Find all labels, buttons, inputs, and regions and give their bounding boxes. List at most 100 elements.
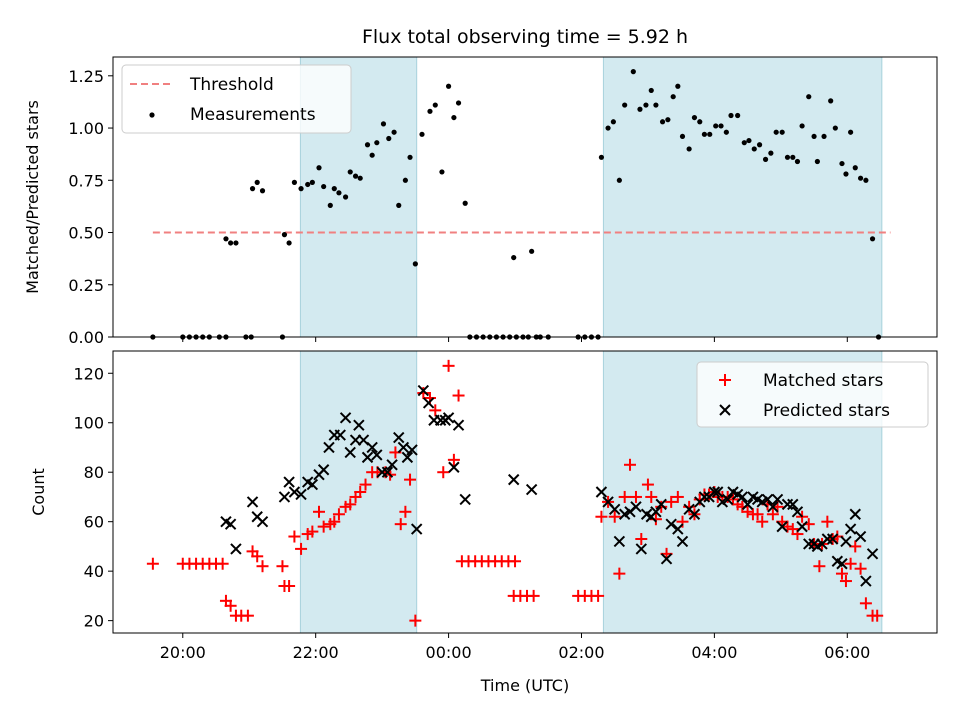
- measurement-point: [316, 165, 322, 171]
- observing-window: [602, 56, 883, 338]
- legend-predicted-label: Predicted stars: [763, 401, 890, 421]
- predicted-star-point: [278, 491, 291, 503]
- predicted-star-point: [672, 523, 684, 535]
- predicted-star-point: [660, 553, 673, 565]
- measurement-point: [419, 131, 425, 137]
- matched-star-point: [509, 555, 522, 568]
- measurement-point: [821, 133, 827, 140]
- matched-star-point: [813, 560, 826, 573]
- matched-star-point: [276, 560, 289, 573]
- predicted-star-point: [230, 543, 242, 555]
- measurement-point: [848, 129, 854, 135]
- predicted-star-point: [796, 520, 808, 533]
- measurement-point: [828, 98, 834, 104]
- measurement-point: [622, 102, 628, 108]
- matched-star-point: [146, 557, 159, 570]
- matched-star-point: [756, 515, 769, 528]
- measurement-point: [653, 102, 659, 108]
- predicted-star-point: [295, 488, 307, 501]
- predicted-star-point: [650, 506, 662, 518]
- predicted-star-point: [613, 535, 626, 548]
- legend-predicted-swatch: [719, 404, 731, 416]
- predicted-star-point: [459, 493, 471, 506]
- matched-star-point: [665, 495, 678, 508]
- matched-star-point: [417, 387, 430, 400]
- count-axis-ticks: 20 40 60 80 100 120 20:00 22:00 00:00 02:00 04:00 0…: [73, 364, 870, 662]
- matched-star-point: [306, 525, 319, 538]
- measurement-point: [659, 119, 666, 125]
- measurement-point: [707, 131, 713, 137]
- measurement-point: [691, 114, 698, 121]
- predicted-star-point: [712, 486, 724, 498]
- measurement-point: [386, 135, 392, 142]
- measurement-point: [336, 190, 342, 196]
- matched-star-point: [741, 505, 754, 518]
- predicted-star-point: [708, 486, 721, 498]
- predicted-star-point: [393, 431, 405, 444]
- measurement-point: [369, 152, 375, 158]
- predicted-star-point: [246, 496, 259, 508]
- measurement-point: [298, 186, 304, 192]
- predicted-star-point: [353, 419, 365, 431]
- measurement-point: [869, 236, 876, 242]
- matched-star-point: [839, 575, 852, 588]
- measurement-point: [806, 94, 812, 100]
- matched-star-point: [251, 550, 264, 563]
- matched-star-point: [442, 359, 455, 372]
- ratio-ytick-label: 0.00: [68, 328, 104, 347]
- predicted-star-point: [836, 558, 848, 570]
- measurement-point: [357, 175, 363, 181]
- matched-star-point: [527, 589, 540, 602]
- x-axis-label: Time (UTC): [480, 676, 569, 695]
- measurement-point: [718, 123, 724, 129]
- predicted-star-point: [736, 491, 749, 503]
- predicted-star-point: [381, 466, 394, 478]
- measurement-point: [762, 156, 769, 162]
- measurement-point: [327, 202, 333, 208]
- predicted-star-point: [767, 501, 779, 513]
- matched-star-point: [821, 515, 834, 528]
- measurement-point: [713, 123, 719, 129]
- predicted-star-point: [676, 535, 689, 548]
- predicted-star-point: [507, 473, 520, 486]
- count-ytick-label: 80: [84, 463, 104, 482]
- predicted-star-point: [525, 483, 538, 496]
- measurement-point: [364, 142, 371, 148]
- measurement-point: [746, 137, 752, 144]
- measurement-point: [779, 129, 785, 135]
- predicted-star-point: [721, 493, 734, 506]
- time-xtick-label: 02:00: [558, 643, 604, 662]
- measurement-point: [857, 175, 864, 181]
- predicted-star-point: [635, 543, 647, 555]
- count-ytick-label: 100: [73, 414, 104, 433]
- measurement-point: [342, 194, 349, 200]
- legend-threshold-label: Threshold: [189, 75, 274, 95]
- measurement-point: [412, 261, 418, 267]
- measurement-point: [643, 102, 649, 108]
- matched-star-point: [409, 614, 422, 627]
- predicted-star-point: [224, 518, 237, 530]
- ratio-panel-frame: [112, 56, 938, 338]
- matched-star-point: [313, 505, 325, 518]
- measurement-point: [223, 236, 229, 242]
- measurement-point: [286, 240, 292, 246]
- predicted-star-point: [791, 506, 804, 518]
- predicted-star-point: [849, 508, 861, 520]
- matched-star-point: [437, 466, 450, 479]
- matched-star-point: [871, 609, 884, 622]
- matched-star-point: [613, 567, 626, 580]
- predicted-star-point: [826, 533, 839, 545]
- measurement-point: [281, 232, 288, 238]
- matched-star-point: [447, 453, 460, 466]
- predicted-star-point: [323, 441, 335, 454]
- predicted-star-point: [397, 441, 410, 454]
- predicted-star-point: [688, 508, 701, 520]
- measurement-point: [648, 87, 654, 94]
- predicted-star-point: [844, 523, 857, 535]
- ratio-panel: 0.00 0.25 0.50 0.75 1.00 1.25 Flux total obse…: [23, 26, 938, 347]
- measurement-point: [863, 177, 869, 183]
- measurement-point: [768, 150, 774, 156]
- matched-star-point: [683, 500, 696, 513]
- measurement-point: [637, 106, 643, 112]
- measurement-point: [347, 169, 353, 175]
